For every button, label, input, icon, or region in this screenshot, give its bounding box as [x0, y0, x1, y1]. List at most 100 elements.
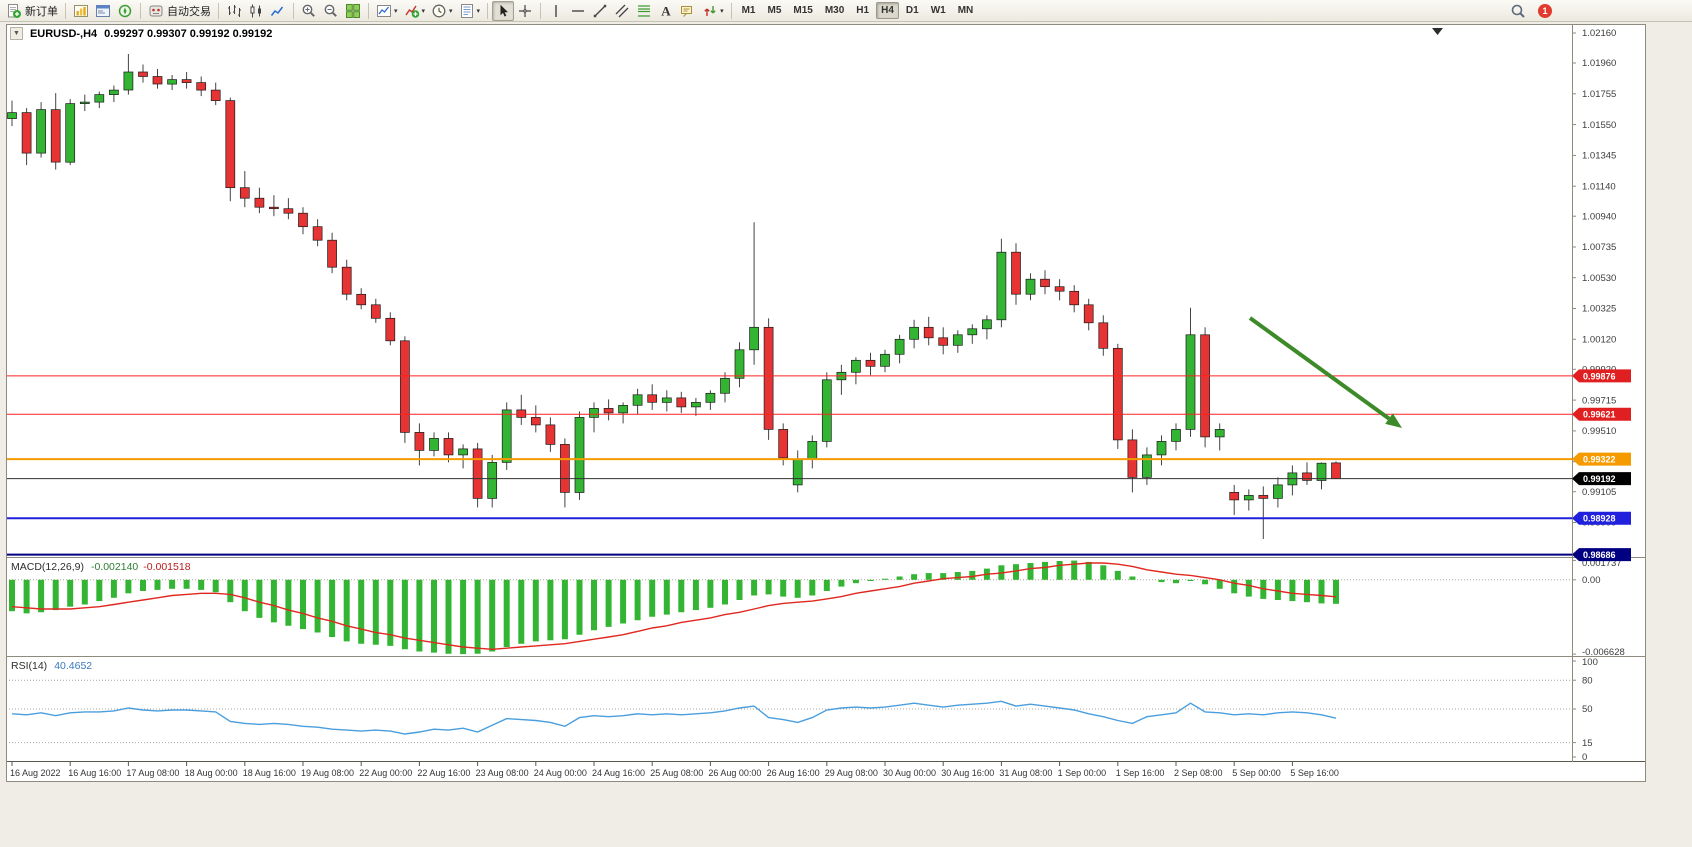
indicators-button[interactable]: ▾ [401, 1, 429, 21]
timeframe-M15-button[interactable]: M15 [793, 5, 813, 16]
bar-chart-icon [226, 3, 242, 19]
navigator-icon [117, 3, 133, 19]
timeframe-H4-button[interactable]: H4 [876, 2, 899, 19]
price-tag-0.99621: 0.99621 [1572, 407, 1631, 421]
svg-text:-0.006628: -0.006628 [1582, 647, 1625, 658]
macd-panel: 0.001737 0.00 -0.006628 [6, 558, 1625, 658]
new-order-button-label: 新订单 [25, 5, 58, 18]
timeframe-M1-button[interactable]: M1 [741, 5, 756, 16]
zoom-out-icon [323, 3, 339, 19]
channel-icon [614, 3, 630, 19]
toolbar-separator [218, 2, 219, 19]
tile-windows-icon [345, 3, 361, 19]
dropdown-caret-icon: ▾ [449, 7, 453, 15]
price-tag-0.99322: 0.99322 [1572, 452, 1631, 466]
timeframe-M30-button[interactable]: M30 [824, 5, 845, 16]
macd-main-value: -0.002140 [90, 561, 139, 573]
macd-signal-value: -0.001518 [143, 561, 191, 573]
charts-button[interactable] [70, 1, 92, 21]
svg-text:31 Aug 08:00: 31 Aug 08:00 [999, 768, 1052, 778]
svg-text:0.99105: 0.99105 [1582, 487, 1616, 498]
toolbar-buttons: 新订单 自动交易 ▾ ▾ ▾ ▾ A ▾ M1 M5 M15 M30 H1 H4 D1 W1 MN [3, 0, 979, 22]
arrows-button[interactable]: ▾ [699, 1, 727, 21]
svg-text:0.98686: 0.98686 [1583, 550, 1616, 560]
line-chart-button[interactable] [267, 1, 289, 21]
dropdown-caret-icon: ▾ [476, 7, 481, 15]
toolbar-separator [487, 2, 489, 19]
candlestick-chart-button[interactable] [245, 1, 267, 21]
svg-text:0.99715: 0.99715 [1582, 395, 1616, 406]
trendline-button[interactable] [589, 1, 611, 21]
toolbar-separator [293, 2, 294, 19]
periods-button[interactable]: ▾ [428, 1, 456, 21]
crosshair-button[interactable] [514, 1, 536, 21]
cursor-icon [495, 3, 511, 19]
svg-text:1.01960: 1.01960 [1582, 58, 1616, 69]
horizontal-line-button[interactable] [567, 1, 589, 21]
trend-arrow[interactable] [1248, 316, 1402, 428]
vertical-line-icon [548, 3, 564, 19]
bar-chart-button[interactable] [223, 1, 245, 21]
svg-text:24 Aug 16:00: 24 Aug 16:00 [592, 768, 645, 778]
timeframe-H1-button[interactable]: H1 [856, 5, 870, 16]
toolbar-separator [65, 2, 66, 19]
zoom-in-button[interactable] [298, 1, 320, 21]
new-chart-icon [376, 3, 392, 19]
svg-text:1.00940: 1.00940 [1582, 211, 1616, 222]
templates-button[interactable]: ▾ [456, 1, 484, 21]
auto-trading-button[interactable]: 自动交易 [145, 1, 214, 21]
indicators-icon [404, 3, 420, 19]
text-button[interactable]: A [655, 1, 677, 21]
svg-text:22 Aug 00:00: 22 Aug 00:00 [359, 768, 412, 778]
market-watch-button[interactable] [92, 1, 114, 21]
cursor-button[interactable] [492, 0, 515, 21]
arrows-icon [702, 3, 718, 19]
svg-text:25 Aug 08:00: 25 Aug 08:00 [650, 768, 703, 778]
market-watch-icon [95, 3, 111, 19]
svg-text:5 Sep 16:00: 5 Sep 16:00 [1290, 768, 1339, 778]
dropdown-caret-icon: ▾ [720, 7, 724, 15]
svg-text:17 Aug 08:00: 17 Aug 08:00 [126, 768, 179, 778]
price-tag-0.99192: 0.99192 [1572, 472, 1631, 486]
svg-text:1.00735: 1.00735 [1582, 242, 1616, 253]
vertical-line-button[interactable] [545, 1, 567, 21]
svg-text:18 Aug 00:00: 18 Aug 00:00 [185, 768, 238, 778]
svg-text:50: 50 [1582, 704, 1593, 715]
timeframe-D1-button[interactable]: D1 [905, 5, 919, 16]
svg-text:16 Aug 16:00: 16 Aug 16:00 [68, 768, 121, 778]
text-label-button[interactable] [677, 1, 699, 21]
svg-text:26 Aug 16:00: 26 Aug 16:00 [767, 768, 820, 778]
chart-shift-marker-icon[interactable] [1432, 28, 1443, 35]
new-order-button[interactable]: 新订单 [3, 1, 61, 21]
svg-text:23 Aug 08:00: 23 Aug 08:00 [476, 768, 529, 778]
rsi-panel: 100 80 50 15 0 [6, 657, 1598, 763]
search-icon [1511, 4, 1525, 18]
tile-windows-button[interactable] [342, 1, 364, 21]
notification-badge[interactable]: 1 [1538, 4, 1552, 18]
equidistant-channel-button[interactable] [611, 1, 633, 21]
navigator-button[interactable] [114, 1, 136, 21]
timeframe-M5-button[interactable]: M5 [767, 5, 782, 16]
svg-text:1.01140: 1.01140 [1582, 181, 1616, 192]
main-toolbar: 新订单 自动交易 ▾ ▾ ▾ ▾ A ▾ M1 M5 M15 M30 H1 H4 D1 W1 MN [0, 0, 1692, 22]
templates-icon [459, 3, 475, 19]
svg-text:1 Sep 16:00: 1 Sep 16:00 [1116, 768, 1165, 778]
new-chart-button[interactable]: ▾ [373, 1, 401, 21]
zoom-out-button[interactable] [320, 1, 342, 21]
toolbar-separator [368, 2, 369, 19]
timeframe-MN-button[interactable]: MN [957, 5, 974, 16]
timeframe-W1-button[interactable]: W1 [930, 5, 946, 16]
trendline-icon [592, 3, 608, 19]
svg-text:29 Aug 08:00: 29 Aug 08:00 [825, 768, 878, 778]
fibonacci-button[interactable] [633, 1, 655, 21]
search-button[interactable] [1510, 3, 1526, 19]
chart-canvas[interactable]: 1.02160 1.01960 1.01755 1.01550 1.01345 1.011… [6, 24, 1646, 782]
svg-text:0.99876: 0.99876 [1583, 371, 1616, 381]
candlestick-series [7, 54, 1341, 539]
svg-text:A: A [661, 3, 671, 18]
periods-icon [431, 3, 447, 19]
chart-window: 1.02160 1.01960 1.01755 1.01550 1.01345 1.011… [6, 24, 1646, 782]
chart-menu-caret-icon[interactable]: ▼ [10, 27, 23, 40]
svg-text:1.00530: 1.00530 [1582, 273, 1616, 284]
chart-title: ▼ EURUSD-,H4 0.99297 0.99307 0.99192 0.9… [10, 27, 272, 40]
